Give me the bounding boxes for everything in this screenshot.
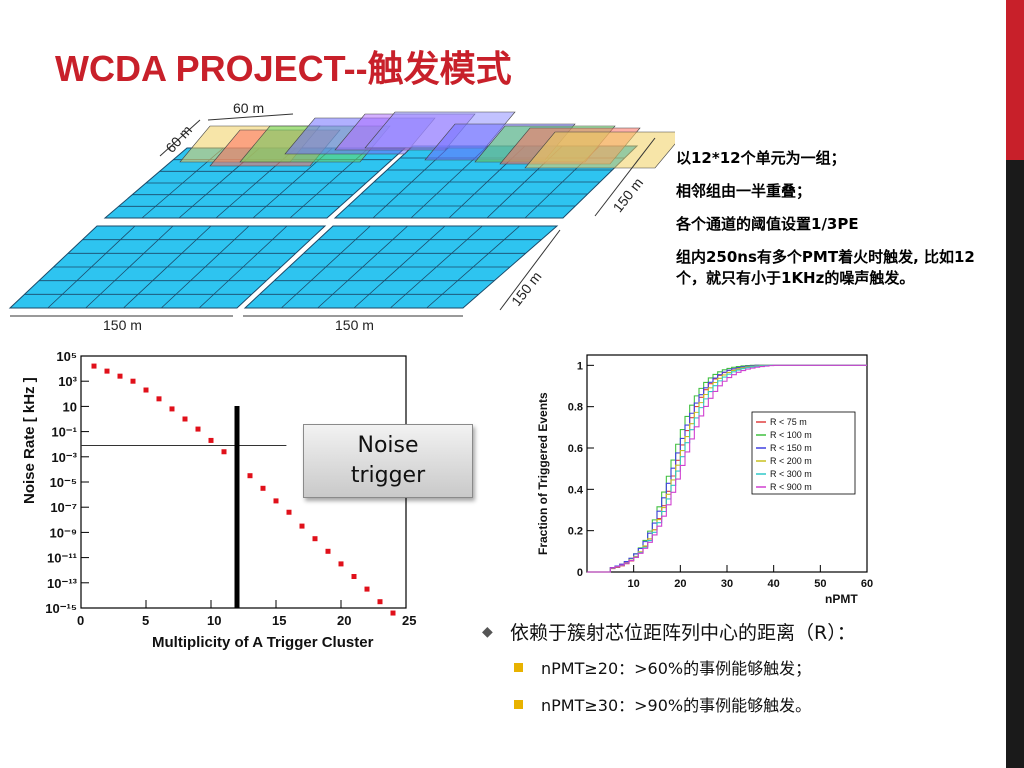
legend-entry: R < 900 m [770,482,812,492]
chart1-xtick: 0 [77,613,84,628]
data-point [286,509,292,515]
array-diagram: 60 m 60 m 150 m 150 m 150 m 150 m [8,100,675,330]
chart2-xtick: 30 [721,578,733,590]
data-point [299,523,305,529]
data-point [221,449,227,455]
data-point [312,536,318,542]
data-point [143,387,149,393]
chart2-ytick: 0 [577,567,583,579]
bullet-sub-1-text: nPMT≥20：>60%的事例能够触发； [541,659,812,678]
note-line-4: 组内250ns有多个PMT着火时触发, 比如12个，就只有小于1KHz的噪声触发… [676,248,975,287]
chart2-ylabel: Fraction of Triggered Events [536,392,550,555]
note-line-3: 各个通道的阈值设置1/3PE [676,215,859,233]
chart2-xtick: 50 [814,578,826,590]
legend-entry: R < 100 m [770,430,812,440]
trigger-notes: 以12*12个单元为一组； 相邻组由一半重叠； 各个通道的阈值设置1/3PE 组… [676,148,998,301]
chart1-xtick: 10 [207,613,221,628]
data-point [104,368,110,374]
dim-top-label: 60 m [233,100,264,116]
chart1-ytick: 10⁵ [56,349,77,364]
legend-entry: R < 150 m [770,443,812,453]
chart1-ytick: 10⁻¹³ [47,576,78,591]
legend-entry: R < 75 m [770,417,807,427]
chart2-ytick: 0.4 [568,484,584,496]
chart2-xlabel: nPMT [825,592,858,606]
chart1-xtick: 5 [142,613,149,628]
bullet-sub-1: nPMT≥20：>60%的事例能够触发； [514,655,992,679]
chart1-ytick: 10⁻³ [51,450,77,465]
data-point [260,485,266,491]
chart2-legend [751,411,856,495]
data-point [208,437,214,443]
data-point [390,610,396,616]
square-bullet-icon [514,699,523,709]
chart2-xtick: 20 [674,578,686,590]
data-point [338,561,344,567]
data-point [247,473,253,479]
chart1-ytick: 10⁻¹ [51,425,77,440]
chart1-ylabel: Noise Rate [ kHz ] [21,377,38,504]
data-point [117,373,123,379]
data-point [195,426,201,432]
chart2-ytick: 1 [577,360,583,372]
data-point [156,396,162,402]
dim-bottom-right-label: 150 m [335,317,374,330]
data-point [364,586,370,592]
chart1-ytick: 10⁻⁷ [50,500,77,515]
bullet-sub-2: nPMT≥30：>90%的事例能够触发。 [514,692,992,716]
bullet-main-text: 依赖于簇射芯位距阵列中心的距离（R）： [510,622,856,644]
data-point [91,363,97,369]
chart2-xtick: 60 [861,578,873,590]
data-point [169,406,175,412]
chart2-ytick: 0.8 [568,402,583,414]
diamond-bullet-icon: ◆ [482,623,493,640]
square-bullet-icon [514,662,523,672]
chart1-ytick: 10⁻¹⁵ [45,601,77,616]
callout-line-2: trigger [350,463,426,488]
chart1-xtick: 20 [337,613,351,628]
data-point [325,548,331,554]
chart2-ytick: 0.2 [568,526,583,538]
chart1-xlabel: Multiplicity of A Trigger Cluster [152,634,374,651]
data-point [377,599,383,605]
chart1-ytick: 10⁻⁵ [50,475,77,490]
chart1-xtick: 15 [272,613,286,628]
chart2-xtick: 40 [768,578,780,590]
trigger-group-overlay [524,131,675,169]
data-point [182,416,188,422]
dim-right-upper-label: 150 m [610,175,647,216]
chart1-ytick: 10⁻¹¹ [47,551,77,566]
data-point [351,574,357,579]
note-line-1: 以12*12个单元为一组； [676,149,846,167]
data-point [273,498,279,504]
chart2-ytick: 0.6 [568,443,583,455]
chart2-xtick: 10 [628,578,640,590]
bullet-list: ◆ 依赖于簇射芯位距阵列中心的距离（R）： nPMT≥20：>60%的事例能够触发… [482,618,992,729]
chart1-xtick: 25 [402,613,416,628]
trigger-fraction-chart: 10 20 30 40 50 60 0 0.2 0.4 0.6 0.8 1 R < 75 m R < 1… [536,354,873,606]
callout-line-1: Noise [357,433,419,458]
side-bar-accent [1006,0,1024,160]
legend-entry: R < 300 m [770,469,812,479]
bullet-sub-2-text: nPMT≥30：>90%的事例能够触发。 [541,696,812,715]
dim-right-lower-label: 150 m [508,268,545,309]
chart1-ytick: 10⁻⁹ [50,525,78,540]
chart1-ytick: 10 [63,399,77,414]
dim-bottom-left-label: 150 m [103,317,142,330]
legend-entry: R < 200 m [770,456,812,466]
data-point [130,378,136,384]
chart1-ytick: 10³ [58,374,77,389]
noise-rate-chart: 0 5 10 15 20 25 10⁵ 10³ 10 10⁻¹ 10⁻³ 10⁻⁵ 10⁻⁷ 10⁻⁹ 10… [21,349,416,651]
bullet-main: ◆ 依赖于簇射芯位距阵列中心的距离（R）： [482,618,992,645]
side-bar [1006,0,1024,768]
page-title: WCDA PROJECT--触发模式 [55,48,512,89]
efficiency-series-line [587,364,867,573]
noise-trigger-callout: Noise trigger [303,424,473,498]
note-line-2: 相邻组由一半重叠； [676,182,812,200]
